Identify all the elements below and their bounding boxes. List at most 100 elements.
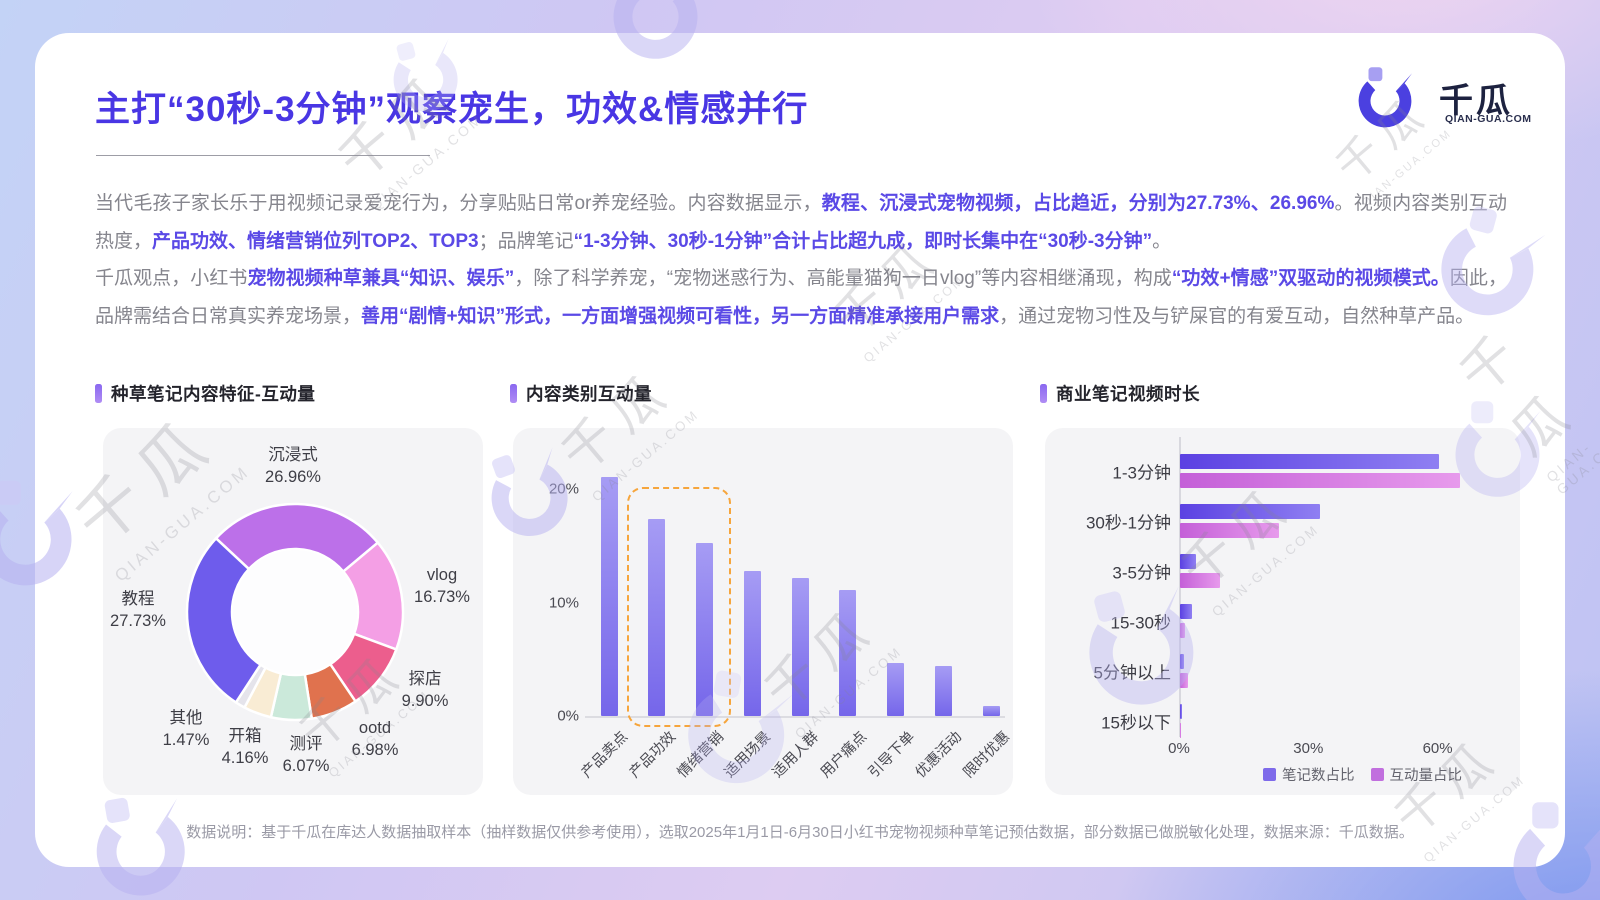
hbar-30秒-1分钟-互动量占比: [1180, 522, 1280, 538]
x-tick-label: 产品卖点: [578, 728, 632, 782]
page-title: 主打“30秒-3分钟”观察宠生，功效&情感并行: [95, 90, 809, 129]
bar-优惠活动: [934, 666, 952, 716]
hbar-15-30秒-笔记数占比: [1180, 603, 1193, 619]
donut-label-value: 26.96%: [265, 468, 321, 486]
category-label-15-30秒: 15-30秒: [1110, 613, 1171, 632]
duration-bar-chart: 1-3分钟 30秒-1分钟 3-5分钟 15-30秒 5分钟以上 15秒以下 0% 30% 60…: [1045, 428, 1520, 795]
section-title-text: 内容类别互动量: [526, 384, 652, 404]
bar-情绪营销: [696, 543, 713, 716]
highlight-dashed-box: [627, 487, 731, 727]
x-axis-line: [585, 716, 1005, 718]
highlighted-text: 产品功效、情绪营销位列TOP2、TOP3: [152, 230, 479, 252]
hbar-1-3分钟-笔记数占比: [1180, 453, 1439, 469]
x-tick-label: 情绪营销: [674, 728, 727, 782]
donut-label-ootd: ootd 6.98%: [352, 717, 399, 761]
x-tick-label: 限时优惠: [960, 728, 1014, 782]
donut-label-value: 16.73%: [414, 588, 470, 606]
hbar-3-5分钟-互动量占比: [1180, 572, 1220, 588]
title-underline: [96, 155, 430, 156]
bar-用户痛点: [839, 590, 857, 716]
donut-svg: [185, 502, 405, 722]
body-text: 当代毛孩子家长乐于用视频记录爱宠行为，分享贴贴日常or养宠经验。内容数据显示，教…: [95, 185, 1507, 335]
donut-label-value: 6.98%: [351, 741, 399, 759]
chart-legend: 笔记数占比 互动量占比: [1263, 764, 1462, 785]
plain-text: 千瓜观点，小红书: [95, 268, 248, 289]
category-label-5分钟以上: 5分钟以上: [1093, 663, 1171, 682]
hbar-15-30秒-互动量占比: [1180, 622, 1186, 638]
donut-label-name: 教程: [121, 590, 155, 608]
legend-label: 互动量占比: [1389, 768, 1463, 784]
y-tick-label: 0%: [557, 707, 579, 725]
hbar-5分钟以上-互动量占比: [1180, 672, 1188, 688]
legend-item: 互动量占比: [1370, 764, 1463, 785]
plain-text: 。: [1152, 230, 1172, 252]
section-title-text: 商业笔记视频时长: [1056, 384, 1200, 404]
category-label-15秒以下: 15秒以下: [1101, 713, 1171, 732]
hbar-5分钟以上-笔记数占比: [1180, 653, 1184, 669]
footer-note: 数据说明：基于千瓜在库达人数据抽取样本（抽样数据仅供参考使用），选取2025年1…: [186, 824, 1414, 841]
bar-引导下单: [887, 662, 904, 716]
x-tick-label: 优惠活动: [913, 728, 966, 782]
bar-产品卖点: [600, 476, 618, 716]
legend-label: 笔记数占比: [1282, 768, 1355, 784]
x-tick-label: 产品功效: [626, 728, 679, 782]
plain-text: 当代毛孩子家长乐于用视频记录爱宠行为，分享贴贴日常or养宠经验。内容数据显示，: [95, 193, 822, 214]
intro-paragraph: 当代毛孩子家长乐于用视频记录爱宠行为，分享贴贴日常or养宠经验。内容数据显示，教…: [95, 185, 1507, 260]
x-tick-label: 0%: [1168, 740, 1190, 757]
bar-限时优惠: [982, 705, 1000, 716]
y-tick-label: 20%: [548, 480, 579, 498]
hbar-15秒以下-互动量占比: [1180, 722, 1182, 738]
highlighted-text: 善用“剧情+知识”形式，一方面增强视频可看性，另一方面精准承接用户需求: [361, 305, 1000, 327]
x-tick-label: 引导下单: [865, 728, 918, 782]
section-marker: [95, 384, 102, 403]
plain-text: 。视频内容类别互动热度，: [95, 193, 1507, 252]
donut-chart: 沉浸式 26.96% vlog 16.73% 探店 9.90% ootd 6.98% 测评 6.0…: [103, 428, 483, 795]
highlighted-text: 教程、沉浸式宠物视频，占比趋近，分别为27.73%、26.96%: [821, 193, 1335, 214]
legend-swatch: [1263, 768, 1276, 781]
donut-label-name: vlog: [426, 566, 458, 584]
donut-label-value: 6.07%: [282, 757, 330, 775]
plain-text: ，通过宠物习性及与铲屎官的有爱互动，自然种草产品。: [999, 305, 1475, 327]
category-label-30秒-1分钟: 30秒-1分钟: [1085, 513, 1171, 532]
logo-name: 千瓜: [1439, 82, 1513, 120]
donut-label-name: 其他: [169, 709, 203, 727]
highlighted-text: “功效+情感”双驱动的视频模式。: [1171, 268, 1450, 289]
hbar-15秒以下-笔记数占比: [1180, 703, 1182, 719]
plain-text: ；品牌笔记: [478, 230, 574, 252]
section-title-category: 内容类别互动量: [510, 381, 652, 406]
plain-text: ，除了科学养宠，“宠物迷惑行为、高能量猫狗一日vlog”等内容相继涌现，构成: [514, 268, 1172, 289]
donut-label-value: 1.47%: [162, 731, 210, 749]
donut-slice-教程: [185, 536, 263, 705]
donut-label-教程: 教程 27.73%: [110, 588, 166, 632]
donut-label-开箱: 开箱 4.16%: [222, 725, 269, 769]
donut-label-value: 27.73%: [110, 612, 166, 630]
category-label-3-5分钟: 3-5分钟: [1112, 563, 1171, 582]
section-title-donut: 种草笔记内容特征-互动量: [95, 381, 315, 406]
donut-label-name: 探店: [408, 670, 442, 688]
donut-label-name: 测评: [289, 735, 323, 753]
donut-label-其他: 其他 1.47%: [163, 707, 210, 751]
bar-适用场景: [743, 570, 761, 716]
logo-domain: QIAN-GUA.COM: [1445, 113, 1532, 125]
highlighted-text: 宠物视频种草兼具“知识、娱乐”: [247, 268, 515, 289]
donut-slice-沉浸式: [214, 502, 380, 574]
x-tick-label: 适用场景: [722, 728, 775, 782]
x-tick-label: 用户痛点: [817, 728, 870, 782]
donut-label-name: ootd: [358, 719, 392, 737]
highlighted-text: “1-3分钟、30秒-1分钟”合计占比超九成，即时长集中在“30秒-3分钟”: [573, 230, 1153, 252]
donut-label-value: 4.16%: [221, 749, 269, 767]
donut-label-vlog: vlog 16.73%: [414, 564, 470, 608]
donut-label-name: 沉浸式: [268, 446, 318, 464]
donut-label-探店: 探店 9.90%: [402, 668, 449, 712]
bar-适用人群: [791, 577, 809, 716]
y-tick-label: 10%: [548, 594, 579, 611]
plain-text: 因此，品牌需结合日常真实养宠场景，: [95, 268, 1507, 327]
donut-label-测评: 测评 6.07%: [283, 733, 330, 777]
legend-item: 笔记数占比: [1263, 764, 1355, 785]
donut-label-name: 开箱: [228, 727, 262, 745]
hbar-30秒-1分钟-笔记数占比: [1180, 503, 1321, 519]
bar-产品功效: [648, 518, 666, 716]
section-marker: [510, 384, 517, 403]
report-card: 主打“30秒-3分钟”观察宠生，功效&情感并行 千瓜 QIAN-GUA.COM …: [35, 33, 1565, 867]
